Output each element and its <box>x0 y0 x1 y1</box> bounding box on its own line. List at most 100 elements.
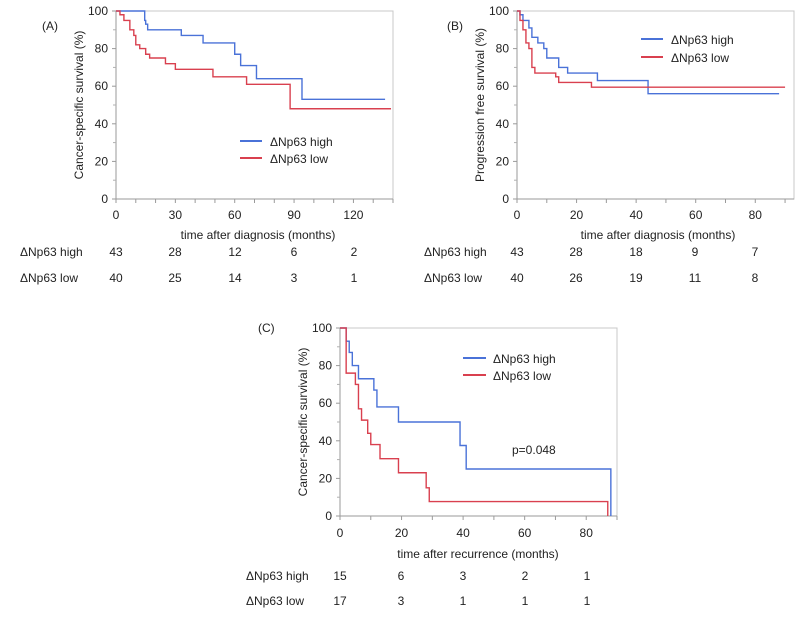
y-tick-label: 0 <box>101 192 108 206</box>
x-tick-label: 60 <box>689 208 703 222</box>
panel-c: (C) Cancer-specific survival (%) time af… <box>246 321 618 608</box>
survival-curve-high <box>340 327 612 516</box>
risk-table-cell: 2 <box>351 245 358 259</box>
x-tick-label: 60 <box>518 526 532 540</box>
risk-table-cell: 19 <box>629 271 643 285</box>
x-axis-label: time after diagnosis (months) <box>581 228 736 242</box>
survival-curve-high <box>517 10 780 95</box>
x-tick-label: 0 <box>337 526 344 540</box>
risk-table-row-label: ΔNp63 high <box>424 245 487 259</box>
risk-table-cell: 8 <box>752 271 759 285</box>
y-axis-label: Cancer-specific survival (%) <box>72 31 86 180</box>
risk-table-cell: 3 <box>398 594 405 608</box>
risk-table-cell: 40 <box>510 271 524 285</box>
risk-table-row-label: ΔNp63 low <box>20 271 78 285</box>
risk-table-cell: 17 <box>333 594 347 608</box>
risk-table-cell: 3 <box>291 271 298 285</box>
y-tick-label: 80 <box>319 359 333 373</box>
survival-curve-low <box>340 327 609 516</box>
y-tick-label: 40 <box>496 117 510 131</box>
x-tick-label: 60 <box>228 208 242 222</box>
legend: ΔNp63 high ΔNp63 low <box>641 33 734 65</box>
risk-table-row-label: ΔNp63 high <box>20 245 83 259</box>
x-tick-label: 120 <box>343 208 363 222</box>
risk-table-cell: 15 <box>333 569 347 583</box>
y-tick-label: 60 <box>319 396 333 410</box>
legend: ΔNp63 high ΔNp63 low <box>240 135 333 166</box>
risk-table-cell: 26 <box>569 271 583 285</box>
legend-label-high: ΔNp63 high <box>671 33 734 47</box>
y-tick-label: 0 <box>502 192 509 206</box>
panel-b: (B) Progression free survival (%) time a… <box>424 4 795 285</box>
p-value-annotation: p=0.048 <box>512 443 556 457</box>
panel-a: (A) Cancer-specific survival (%) time af… <box>20 4 394 285</box>
x-axis-label: time after recurrence (months) <box>397 547 558 561</box>
x-tick-label: 90 <box>287 208 301 222</box>
risk-table-cell: 9 <box>692 245 699 259</box>
y-tick-label: 40 <box>95 117 109 131</box>
survival-curve-high <box>116 10 386 101</box>
y-axis-label: Cancer-specific survival (%) <box>296 348 310 497</box>
risk-table-cell: 18 <box>629 245 643 259</box>
risk-table-cell: 6 <box>398 569 405 583</box>
risk-table-row-label: ΔNp63 high <box>246 569 309 583</box>
legend-label-high: ΔNp63 high <box>270 135 333 149</box>
y-tick-label: 60 <box>496 79 510 93</box>
risk-table-cell: 2 <box>522 569 529 583</box>
risk-table-cell: 1 <box>460 594 467 608</box>
risk-table-cell: 40 <box>109 271 123 285</box>
y-axis-label: Progression free survival (%) <box>473 28 487 182</box>
y-tick-label: 20 <box>496 154 510 168</box>
risk-table-cell: 1 <box>584 569 591 583</box>
x-tick-label: 20 <box>395 526 409 540</box>
risk-table-cell: 43 <box>510 245 524 259</box>
risk-table-cell: 1 <box>584 594 591 608</box>
risk-table-cell: 12 <box>228 245 242 259</box>
x-tick-label: 20 <box>570 208 584 222</box>
x-tick-label: 0 <box>113 208 120 222</box>
plot-frame <box>115 10 394 200</box>
legend-label-low: ΔNp63 low <box>493 369 551 383</box>
survival-curve-low <box>517 10 786 88</box>
y-tick-label: 100 <box>88 4 108 18</box>
x-tick-label: 40 <box>456 526 470 540</box>
risk-table-cell: 28 <box>569 245 583 259</box>
risk-table-cell: 11 <box>689 271 702 285</box>
y-tick-label: 100 <box>312 321 332 335</box>
risk-table-row-label: ΔNp63 low <box>424 271 482 285</box>
x-tick-label: 0 <box>514 208 521 222</box>
x-tick-label: 30 <box>169 208 183 222</box>
risk-table-cell: 28 <box>168 245 182 259</box>
risk-table-cell: 43 <box>109 245 123 259</box>
risk-table-cell: 1 <box>351 271 358 285</box>
risk-table-cell: 1 <box>522 594 529 608</box>
risk-table-row-label: ΔNp63 low <box>246 594 304 608</box>
panel-label: (B) <box>447 19 463 33</box>
risk-table-cell: 25 <box>168 271 182 285</box>
y-tick-label: 0 <box>325 509 332 523</box>
risk-table-cell: 6 <box>291 245 298 259</box>
risk-table-cell: 3 <box>460 569 467 583</box>
legend-label-high: ΔNp63 high <box>493 352 556 366</box>
y-tick-label: 40 <box>319 434 333 448</box>
risk-table-cell: 7 <box>752 245 759 259</box>
y-tick-label: 100 <box>489 4 509 18</box>
x-axis-label: time after diagnosis (months) <box>181 228 336 242</box>
y-tick-label: 80 <box>95 42 109 56</box>
plot-frame <box>339 327 618 517</box>
y-tick-label: 80 <box>496 42 510 56</box>
y-tick-label: 20 <box>319 471 333 485</box>
x-tick-label: 40 <box>629 208 643 222</box>
panel-label: (A) <box>42 19 58 33</box>
y-tick-label: 20 <box>95 154 109 168</box>
x-tick-label: 80 <box>580 526 594 540</box>
y-tick-label: 60 <box>95 79 109 93</box>
x-tick-label: 80 <box>749 208 763 222</box>
legend-label-low: ΔNp63 low <box>671 51 729 65</box>
legend: ΔNp63 high ΔNp63 low <box>463 352 556 383</box>
panel-label: (C) <box>258 321 275 335</box>
survival-curve-low <box>116 10 392 110</box>
legend-label-low: ΔNp63 low <box>270 152 328 166</box>
risk-table-cell: 14 <box>228 271 242 285</box>
